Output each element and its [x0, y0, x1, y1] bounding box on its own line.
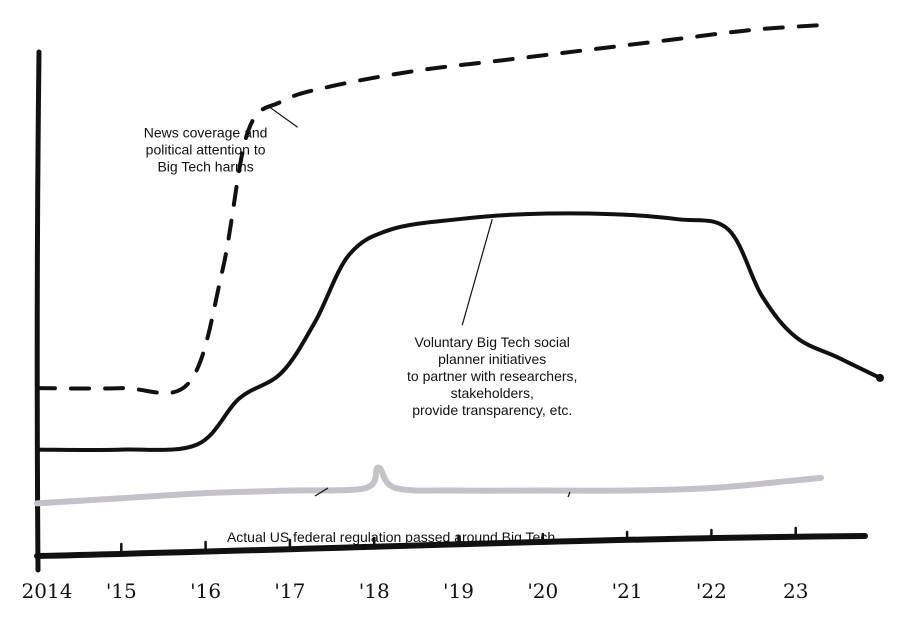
x-tick-label: '22 [696, 579, 727, 603]
axes [34, 49, 868, 573]
x-tick-label: '20 [527, 579, 558, 603]
x-tick-label: '18 [359, 579, 390, 603]
x-axis-line [34, 533, 868, 559]
x-tick-label: '16 [190, 579, 221, 603]
x-axis-ticks: 2014 '15 '16 '17 '18 '19 '20 '21 '22 23 [22, 526, 808, 603]
annotation-line: provide transparency, etc. [412, 402, 572, 418]
x-tick-label: 2014 [22, 579, 73, 603]
annotation-line: planner initiatives [438, 351, 546, 367]
annotation-leader [461, 219, 493, 326]
annotation-mark [567, 491, 571, 498]
x-tick-label: '19 [443, 579, 474, 603]
series-layer [34, 22, 884, 507]
series-news-attention [35, 22, 832, 395]
y-axis-line [34, 49, 42, 573]
annotation-mark [314, 487, 329, 497]
series-voluntary-initiatives [35, 211, 882, 452]
annotation-leader [268, 106, 298, 128]
annotation-line: to partner with researchers, [407, 368, 577, 384]
x-tick-label: '17 [274, 579, 305, 603]
x-tick-label: '15 [106, 579, 137, 603]
x-tick-label: '21 [612, 579, 643, 603]
annotation-line: Actual US federal regulation passed arou… [227, 529, 555, 545]
annotation-line: News coverage and [144, 124, 268, 140]
annotation-federal-regulation: Actual US federal regulation passed arou… [227, 529, 555, 545]
series-end-dot [876, 373, 884, 382]
annotation-line: Big Tech harms [157, 158, 253, 174]
annotation-line: political attention to [146, 141, 266, 157]
annotation-line: Voluntary Big Tech social [415, 334, 570, 350]
series-federal-regulation [34, 464, 824, 507]
annotation-line: stakeholders, [451, 385, 534, 401]
x-tick-label: 23 [783, 579, 808, 603]
